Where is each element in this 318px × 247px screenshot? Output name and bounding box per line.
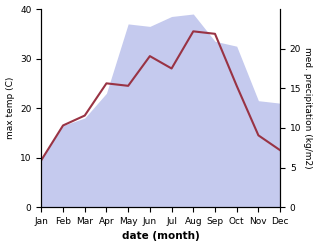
- X-axis label: date (month): date (month): [122, 231, 200, 242]
- Y-axis label: med. precipitation (kg/m2): med. precipitation (kg/m2): [303, 47, 313, 169]
- Y-axis label: max temp (C): max temp (C): [5, 77, 15, 139]
